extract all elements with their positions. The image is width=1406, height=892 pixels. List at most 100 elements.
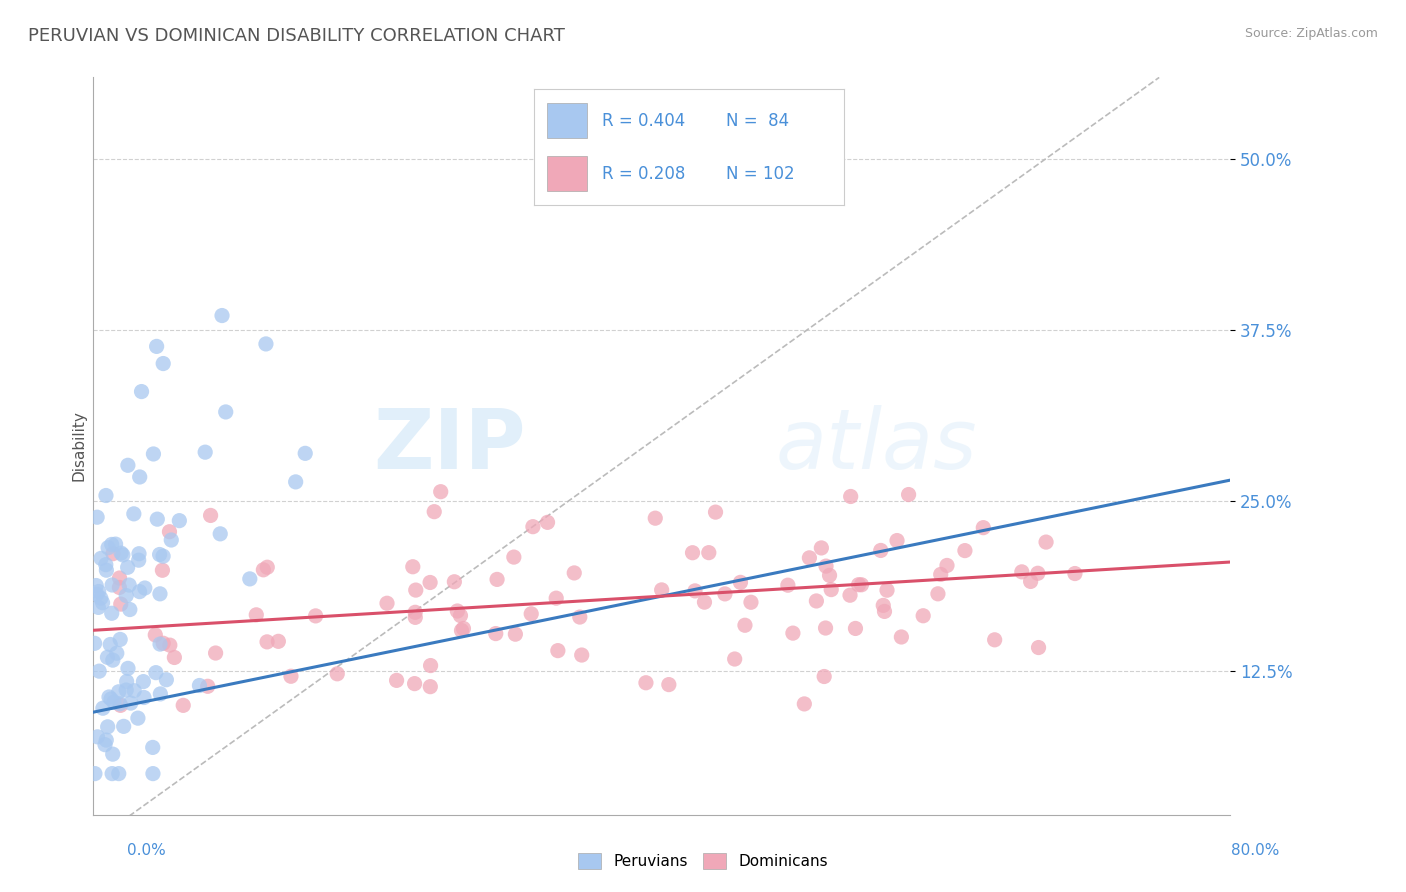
Point bbox=[839, 588, 862, 602]
Point bbox=[522, 519, 544, 533]
Point bbox=[155, 673, 177, 687]
Point bbox=[101, 547, 124, 561]
Point bbox=[404, 610, 426, 624]
Point bbox=[869, 543, 891, 558]
Point bbox=[105, 646, 128, 660]
Point bbox=[117, 458, 139, 473]
Point bbox=[443, 574, 465, 589]
Point bbox=[450, 624, 472, 638]
Point bbox=[94, 738, 117, 752]
Point bbox=[820, 582, 842, 597]
Point bbox=[734, 618, 756, 632]
Point bbox=[152, 549, 174, 564]
Point bbox=[145, 339, 167, 353]
Point bbox=[100, 607, 122, 621]
Point bbox=[108, 632, 131, 647]
Text: 0.0%: 0.0% bbox=[127, 843, 166, 858]
Point bbox=[211, 309, 233, 323]
Point bbox=[385, 673, 408, 688]
Point bbox=[404, 605, 426, 619]
Point bbox=[486, 573, 509, 587]
Point bbox=[547, 643, 569, 657]
Point bbox=[651, 582, 673, 597]
Point bbox=[145, 665, 167, 680]
Point bbox=[84, 766, 107, 780]
Point bbox=[97, 541, 120, 555]
Text: PERUVIAN VS DOMINICAN DISABILITY CORRELATION CHART: PERUVIAN VS DOMINICAN DISABILITY CORRELA… bbox=[28, 27, 565, 45]
Point bbox=[571, 648, 593, 662]
Point bbox=[446, 604, 468, 618]
Point bbox=[936, 558, 959, 573]
Point bbox=[108, 571, 131, 585]
Point bbox=[90, 591, 112, 606]
Point bbox=[505, 627, 527, 641]
Text: N = 102: N = 102 bbox=[725, 165, 794, 183]
Text: ZIP: ZIP bbox=[373, 406, 526, 486]
Legend: Peruvians, Dominicans: Peruvians, Dominicans bbox=[572, 847, 834, 875]
Point bbox=[813, 669, 835, 683]
Point bbox=[634, 675, 657, 690]
Point bbox=[304, 608, 326, 623]
Point bbox=[209, 526, 232, 541]
Point bbox=[149, 548, 172, 562]
Point bbox=[730, 575, 752, 590]
Point bbox=[84, 578, 107, 592]
Bar bbox=[547, 156, 586, 191]
Point bbox=[188, 679, 211, 693]
Point bbox=[132, 690, 155, 705]
Point bbox=[159, 638, 181, 652]
Point bbox=[267, 634, 290, 648]
Point bbox=[375, 596, 398, 610]
Point bbox=[90, 551, 112, 566]
Point bbox=[91, 701, 114, 715]
Point bbox=[927, 587, 949, 601]
Point bbox=[215, 405, 238, 419]
Point bbox=[724, 652, 747, 666]
Point bbox=[429, 484, 451, 499]
Point bbox=[128, 470, 150, 484]
Point bbox=[96, 650, 118, 665]
Point bbox=[890, 630, 912, 644]
Point bbox=[404, 676, 426, 690]
Text: 80.0%: 80.0% bbox=[1232, 843, 1279, 858]
Point bbox=[122, 507, 145, 521]
Point bbox=[87, 600, 110, 615]
Text: Source: ZipAtlas.com: Source: ZipAtlas.com bbox=[1244, 27, 1378, 40]
Point bbox=[86, 510, 108, 524]
Point bbox=[740, 595, 762, 609]
Point bbox=[814, 559, 837, 574]
Point bbox=[152, 357, 174, 371]
Point bbox=[953, 543, 976, 558]
Point bbox=[1064, 566, 1087, 581]
Point bbox=[799, 550, 821, 565]
Point bbox=[886, 533, 908, 548]
Point bbox=[245, 607, 267, 622]
Point bbox=[256, 635, 278, 649]
Point bbox=[697, 546, 720, 560]
Point bbox=[127, 711, 149, 725]
Point bbox=[204, 646, 226, 660]
Point bbox=[160, 533, 183, 547]
Point bbox=[326, 666, 349, 681]
Point bbox=[103, 695, 125, 709]
Point bbox=[142, 447, 165, 461]
Point bbox=[419, 680, 441, 694]
Point bbox=[86, 730, 108, 744]
Text: R = 0.404: R = 0.404 bbox=[602, 112, 686, 129]
Point bbox=[96, 733, 118, 747]
Point bbox=[419, 658, 441, 673]
Point bbox=[142, 740, 165, 755]
Point bbox=[101, 653, 124, 667]
Point bbox=[683, 583, 706, 598]
Point bbox=[814, 621, 837, 635]
Point bbox=[1035, 535, 1057, 549]
Point bbox=[562, 566, 585, 580]
Point bbox=[851, 578, 873, 592]
Point bbox=[658, 677, 681, 691]
Point bbox=[120, 696, 142, 710]
Point bbox=[405, 583, 427, 598]
Point bbox=[810, 541, 832, 555]
Point bbox=[284, 475, 307, 489]
Point bbox=[117, 661, 139, 675]
Point bbox=[98, 690, 121, 704]
